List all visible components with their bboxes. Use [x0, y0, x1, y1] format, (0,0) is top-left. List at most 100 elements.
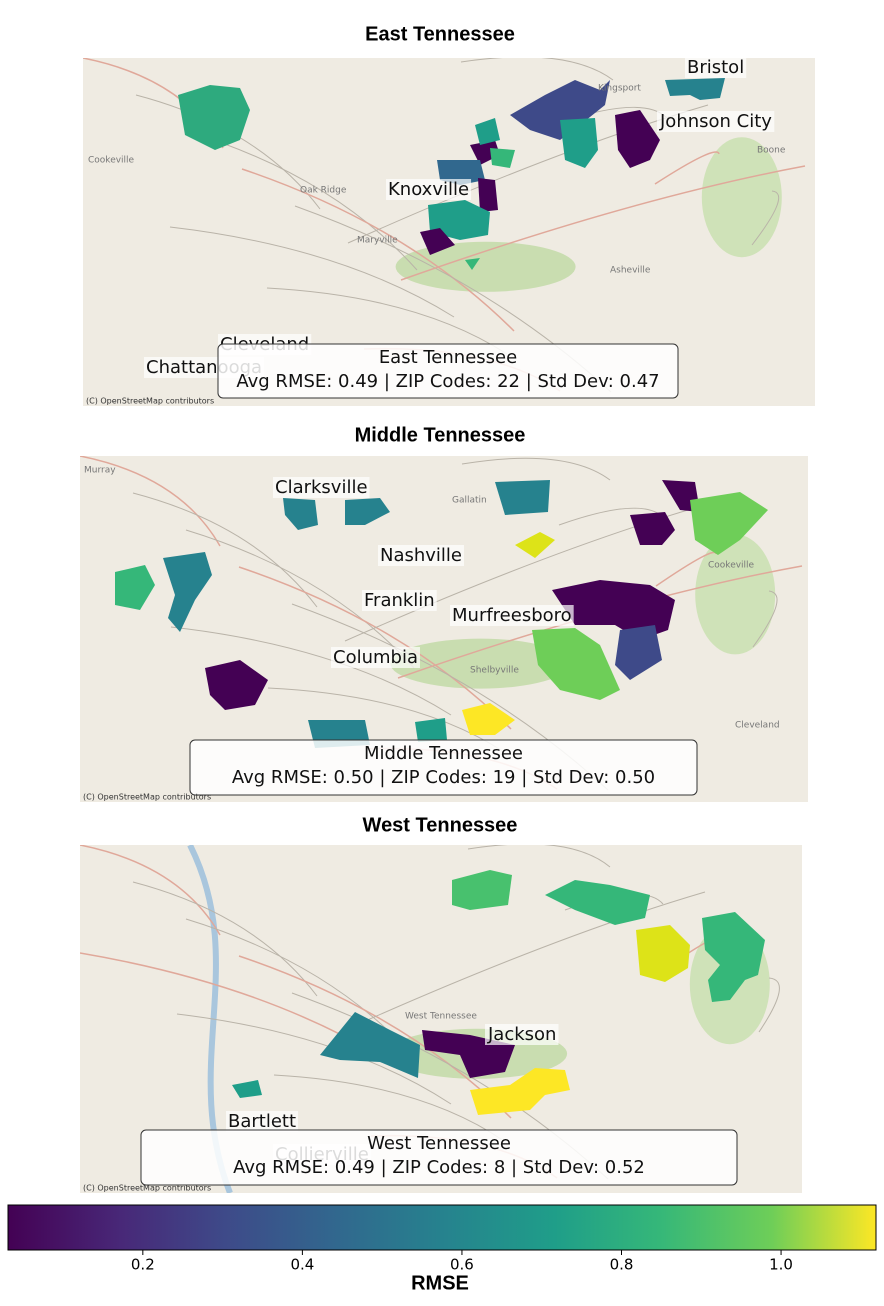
label-bg: [331, 647, 420, 668]
city-label: Knoxville: [388, 179, 469, 200]
map-panel: Murray Gallatin Cookeville Shelbyville Cleve…: [80, 456, 808, 802]
label-bg: [273, 477, 370, 498]
zip-area: [665, 78, 725, 100]
road: [241, 168, 515, 332]
zip-area: [163, 552, 212, 632]
zip-area: [702, 912, 765, 1002]
map: Murray Gallatin Cookeville Shelbyville Cleve…: [80, 456, 808, 802]
road: [758, 977, 780, 1033]
zip-area: [345, 498, 390, 525]
panel-title: Middle Tennessee: [355, 424, 526, 446]
basemap-label: Murray: [84, 466, 116, 476]
info-title: West Tennessee: [367, 1133, 511, 1154]
zip-area: [478, 178, 498, 212]
colorbar-tick-label: 0.6: [450, 1256, 474, 1274]
basemap-label: Shelbyville: [470, 666, 519, 676]
info-box: [140, 1129, 738, 1186]
park: [390, 638, 571, 689]
city-label: Columbia: [333, 647, 418, 668]
zip-area: [428, 200, 490, 240]
zip-area: [465, 258, 480, 270]
city-label: Murfreesboro: [452, 605, 572, 626]
zip-area: [615, 625, 662, 680]
zip-area: [552, 580, 675, 640]
colorbar-tick-label: 0.2: [131, 1256, 155, 1274]
road: [654, 151, 720, 185]
road: [752, 590, 778, 648]
map-panel: West TennesseeJacksonBartlettColliervill…: [80, 845, 802, 1193]
zip-area: [437, 160, 485, 185]
park: [395, 241, 576, 292]
zip-area: [178, 85, 250, 150]
park: [701, 137, 782, 258]
map: West TennesseeJacksonBartlettColliervill…: [80, 845, 802, 1193]
info-stats: Avg RMSE: 0.49 | ZIP Codes: 22 | Std Dev…: [236, 371, 659, 392]
info-title: East Tennessee: [379, 347, 517, 368]
basemap-label: Cookeville: [88, 156, 135, 166]
basemap-label: Asheville: [610, 266, 651, 276]
road: [169, 226, 455, 318]
panel-title: West Tennessee: [363, 814, 518, 836]
label-bg: [362, 590, 437, 611]
zip-area: [462, 703, 515, 735]
road: [751, 190, 780, 246]
zip-area: [320, 1012, 420, 1078]
road: [185, 529, 415, 669]
label-bg: [226, 1111, 299, 1132]
colorbar-tick-label: 1.0: [769, 1256, 793, 1274]
road: [135, 94, 321, 210]
park: [695, 534, 776, 655]
label-bg: [485, 1024, 559, 1045]
zip-area: [636, 925, 690, 982]
zip-area: [232, 1080, 262, 1098]
zip-area: [415, 718, 447, 742]
road: [344, 891, 706, 1031]
colorbar: [7, 1204, 877, 1251]
attribution: (C) OpenStreetMap contributors: [83, 793, 211, 802]
basemap-label: Maryville: [357, 236, 398, 246]
zip-area: [420, 228, 455, 255]
info-box: [217, 343, 679, 399]
zip-area: [115, 565, 155, 610]
road: [80, 456, 221, 547]
road: [238, 566, 512, 730]
attribution: (C) OpenStreetMap contributors: [86, 397, 214, 406]
road: [170, 626, 452, 716]
zip-area: [452, 870, 512, 910]
map: Kingsport Oak Ridge Maryville Asheville Boon…: [83, 58, 815, 406]
basemap-label: Cookeville: [708, 561, 755, 571]
zip-area: [515, 532, 555, 558]
zip-area: [205, 660, 268, 710]
road: [273, 1074, 505, 1142]
basemap-label: Boone: [757, 146, 786, 156]
zip-area: [630, 512, 675, 545]
zip-area: [510, 80, 610, 140]
zip-area: [532, 628, 620, 700]
road: [400, 165, 806, 281]
zip-area: [615, 110, 660, 168]
label-bg: [657, 111, 775, 132]
city-label: Johnson City: [659, 111, 772, 132]
city-label: Jackson: [487, 1024, 556, 1045]
zip-area: [690, 492, 768, 555]
basemap-label: Cleveland: [735, 721, 780, 731]
zip-area: [283, 498, 318, 530]
zip-area: [470, 1068, 570, 1115]
road: [460, 58, 614, 81]
colorbar-tick-label: 0.4: [290, 1256, 314, 1274]
city-label: Clarksville: [275, 477, 368, 498]
road: [80, 845, 221, 936]
city-label: Nashville: [380, 545, 462, 566]
basemap-label: Kingsport: [598, 84, 641, 94]
colorbar-label: RMSE: [411, 1272, 469, 1294]
zip-area: [560, 118, 598, 168]
label-bg: [450, 605, 574, 626]
city-label: Franklin: [364, 590, 435, 611]
info-box: [189, 739, 698, 796]
road: [132, 492, 318, 608]
map-panel: Kingsport Oak Ridge Maryville Asheville Boon…: [83, 58, 815, 406]
basemap-label: Gallatin: [452, 496, 487, 506]
road: [132, 881, 318, 997]
colorbar-tick-label: 0.8: [610, 1256, 634, 1274]
